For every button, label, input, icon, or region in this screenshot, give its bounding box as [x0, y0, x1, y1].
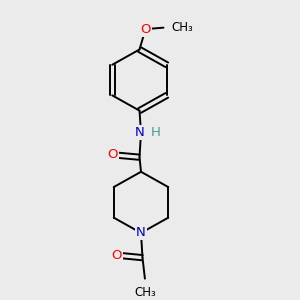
Text: O: O	[107, 148, 118, 161]
Text: N: N	[135, 126, 144, 139]
Text: O: O	[140, 22, 151, 36]
Text: CH₃: CH₃	[171, 21, 193, 34]
Text: N: N	[136, 226, 146, 239]
Text: CH₃: CH₃	[134, 286, 156, 299]
Text: H: H	[151, 126, 161, 139]
Text: O: O	[112, 249, 122, 262]
